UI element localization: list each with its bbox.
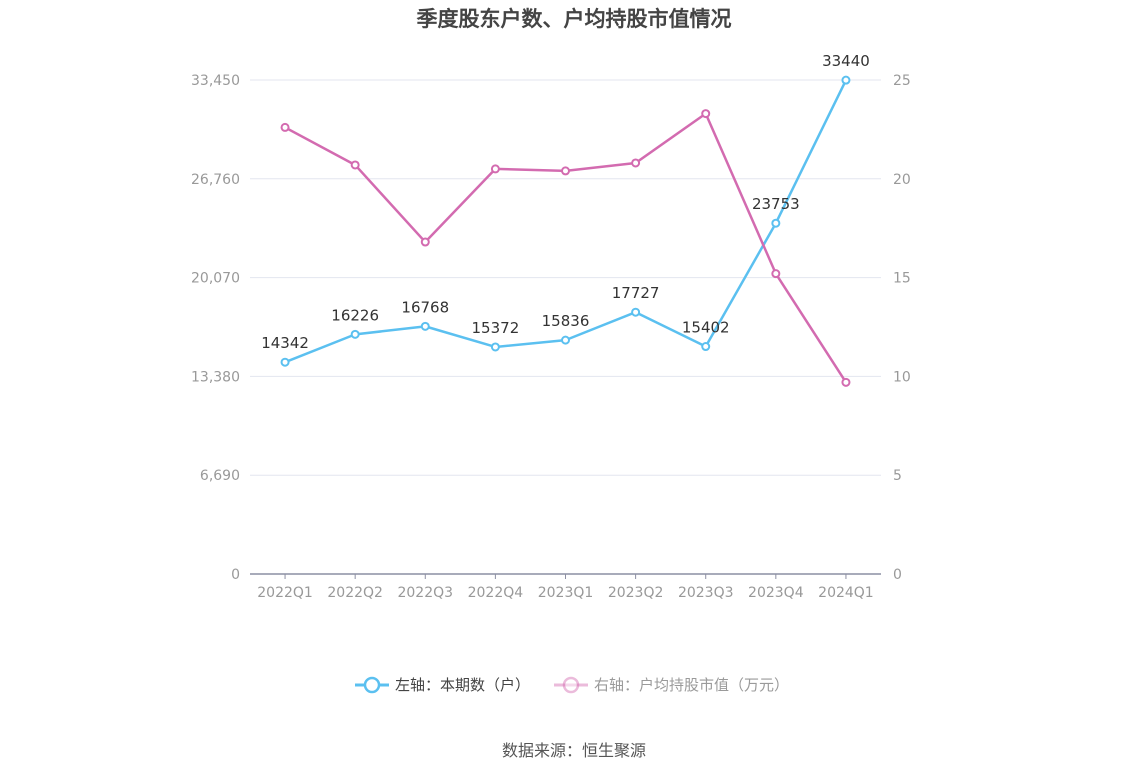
- right-axis-tick-label: 5: [893, 468, 902, 484]
- data-label: 15372: [472, 319, 520, 337]
- data-label: 15836: [542, 312, 590, 330]
- series-1-point: [701, 342, 711, 352]
- legend-label: 右轴：户均持股市值（万元）: [594, 676, 789, 694]
- right-axis-tick-label: 25: [893, 73, 911, 89]
- left-axis-tick-label: 33,450: [191, 73, 240, 89]
- series-1-point: [350, 329, 360, 339]
- right-axis-tick-label: 10: [893, 369, 911, 385]
- x-axis-tick-label: 2023Q1: [538, 585, 594, 601]
- left-axis-tick-label: 20,070: [191, 271, 240, 287]
- grid-lines: [250, 79, 881, 476]
- series-2-point: [701, 109, 711, 119]
- x-axis-tick-label: 2024Q1: [818, 585, 874, 601]
- x-axis-tick-label: 2022Q1: [257, 585, 313, 601]
- series-2-point: [490, 164, 500, 174]
- legend-label: 左轴：本期数（户）: [395, 676, 530, 694]
- data-label: 16768: [401, 298, 449, 316]
- right-axis-tick-label: 20: [893, 172, 911, 188]
- series-1-point: [280, 357, 290, 367]
- chart-title: 季度股东户数、户均持股市值情况: [417, 7, 732, 31]
- data-label: 16226: [331, 306, 379, 324]
- left-axis-tick-label: 13,380: [191, 369, 240, 385]
- axes: 0 0 6,690 5 13,380 10 20,070 15 26,760 20 33,450 25…: [191, 73, 911, 601]
- x-axis-tick-label: 2023Q2: [608, 585, 664, 601]
- legend-marker-icon: [363, 676, 381, 694]
- x-axis-tick-label: 2023Q4: [748, 585, 804, 601]
- series-1-point: [841, 75, 851, 85]
- x-axis-tick-label: 2022Q4: [468, 585, 524, 601]
- left-axis-tick-label: 26,760: [191, 172, 240, 188]
- series-2-point: [280, 122, 290, 132]
- series-2-point: [771, 269, 781, 279]
- x-axis-tick-label: 2022Q3: [397, 585, 453, 601]
- legend-item-1[interactable]: 左轴：本期数（户）: [355, 676, 530, 694]
- x-axis-tick-label: 2023Q3: [678, 585, 734, 601]
- source-label: 数据来源：恒生聚源: [502, 741, 646, 760]
- series-2-point: [561, 166, 570, 176]
- left-axis-tick-label: 6,690: [200, 468, 240, 484]
- data-label: 17727: [612, 284, 660, 302]
- series-1-point: [631, 307, 641, 317]
- series-2-point: [350, 160, 360, 170]
- series-layer: [280, 75, 851, 387]
- x-axis-tick-label: 2022Q2: [327, 585, 383, 601]
- legend-marker-icon: [562, 676, 580, 694]
- legend-item-2[interactable]: 右轴：户均持股市值（万元）: [554, 676, 789, 694]
- legend[interactable]: 左轴：本期数（户） 右轴：户均持股市值（万元）: [355, 676, 789, 694]
- data-label: 23753: [752, 195, 800, 213]
- data-labels: 14342 16226 16768 15372 15836 17727 15402 23753…: [261, 52, 870, 352]
- series-2-point: [631, 158, 641, 168]
- data-label: 15402: [682, 319, 730, 337]
- data-label: 14342: [261, 334, 309, 352]
- series-1-point: [561, 335, 570, 345]
- left-axis-tick-label: 0: [231, 567, 240, 583]
- series-1-point: [420, 321, 430, 331]
- series-1-point: [771, 218, 781, 228]
- series-2-point: [420, 237, 430, 247]
- series-1-point: [490, 342, 500, 352]
- right-axis-tick-label: 0: [893, 567, 902, 583]
- series-2-point: [841, 377, 851, 387]
- data-label: 33440: [822, 52, 870, 70]
- right-axis-tick-label: 15: [893, 271, 911, 287]
